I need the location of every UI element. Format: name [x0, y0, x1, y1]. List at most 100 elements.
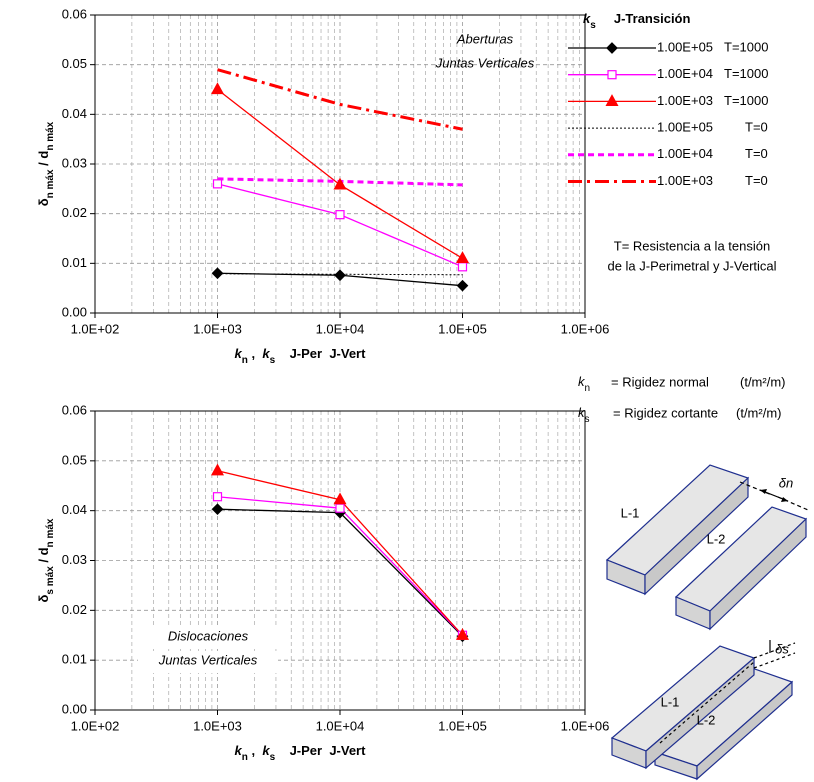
text-part: k: [578, 374, 586, 389]
marker: [210, 463, 225, 476]
marker: [455, 251, 470, 263]
series-line: [217, 68, 463, 131]
text-part: k: [583, 11, 591, 26]
marker: [456, 279, 469, 292]
text-part: / d: [36, 547, 51, 566]
y-axis-label: δs máx / dn máx: [36, 518, 56, 602]
x-tick-label: 1.0E+02: [71, 321, 120, 336]
text-part: J-Per J-Vert: [275, 743, 366, 758]
legend-label: 1.00E+05: [657, 120, 713, 135]
x-tick-label: 1.0E+03: [193, 718, 242, 733]
marker: [211, 503, 224, 516]
legend-label: 1.00E+03: [657, 173, 713, 188]
text-part: ,: [248, 743, 262, 758]
marker: [212, 179, 223, 189]
annotation: Dislocaciones: [168, 628, 249, 643]
y-tick-label: 0.05: [62, 452, 87, 467]
text-part: δ: [36, 198, 51, 206]
legend-t-label: T=0: [745, 120, 768, 135]
text-part: n: [242, 355, 248, 366]
text-part: n: [242, 752, 248, 763]
x-tick-label: 1.0E+06: [561, 718, 610, 733]
text-part: s: [270, 355, 276, 366]
y-axis-label: δn máx / dn máx: [36, 121, 56, 206]
legend-marker: [605, 94, 619, 107]
legend-marker: [606, 42, 618, 54]
text-part: J-Transición: [596, 11, 691, 26]
diagram-opening: [605, 464, 809, 631]
annotation: Juntas Verticales: [435, 55, 535, 70]
legend-t-label: T=1000: [724, 66, 768, 81]
x-tick-label: 1.0E+05: [438, 321, 487, 336]
marker: [333, 177, 347, 190]
marker: [334, 269, 346, 282]
text-part: n máx: [45, 169, 56, 198]
marker: [333, 492, 347, 505]
marker: [210, 82, 225, 95]
definition-symbol: kn: [578, 374, 590, 394]
displacement-label: δs: [775, 641, 789, 656]
marker: [212, 492, 223, 502]
diagram-dislocation: [610, 640, 796, 781]
text-part: J-Per J-Vert: [275, 346, 366, 361]
note: T= Resistencia a la tensión: [614, 238, 770, 253]
y-tick-label: 0.00: [62, 304, 87, 319]
annotation: Aberturas: [456, 31, 514, 46]
block-label: L-1: [661, 694, 680, 709]
x-tick-label: 1.0E+04: [316, 718, 365, 733]
displacement-label: δn: [779, 475, 793, 490]
x-tick-label: 1.0E+02: [71, 718, 120, 733]
y-tick-label: 0.03: [62, 552, 87, 567]
text-part: s máx: [45, 566, 56, 595]
x-axis-label: kn , ks J-Per J-Vert: [235, 346, 367, 366]
definition-unit: (t/m²/m): [736, 405, 781, 420]
block-label: L-2: [697, 712, 716, 727]
text-part: / d: [36, 151, 51, 170]
text-part: n máx: [45, 121, 56, 150]
legend-t-label: T=1000: [724, 39, 768, 54]
text-part: s: [585, 414, 590, 425]
text-part: k: [262, 346, 270, 361]
legend-title: ks J-Transición: [583, 11, 690, 31]
block-label: L-1: [621, 505, 640, 520]
legend-t-label: T=1000: [724, 93, 768, 108]
legend-label: 1.00E+05: [657, 39, 713, 54]
block-label: L-2: [707, 531, 726, 546]
text-part: s: [270, 752, 276, 763]
y-tick-label: 0.01: [62, 652, 87, 667]
legend-label: 1.00E+04: [657, 66, 713, 81]
legend-marker: [607, 70, 617, 80]
y-tick-label: 0.02: [62, 205, 87, 220]
y-tick-label: 0.01: [62, 255, 87, 270]
text-part: k: [235, 743, 243, 758]
x-tick-label: 1.0E+05: [438, 718, 487, 733]
text-part: ,: [248, 346, 262, 361]
definition-text: = Rigidez normal: [611, 374, 709, 389]
definition-unit: (t/m²/m): [740, 374, 785, 389]
definition-symbol: ks: [578, 405, 590, 425]
text-part: k: [235, 346, 243, 361]
y-tick-label: 0.03: [62, 155, 87, 170]
legend-t-label: T=0: [745, 173, 768, 188]
definition-text: = Rigidez cortante: [613, 405, 718, 420]
legend-label: 1.00E+04: [657, 146, 713, 161]
x-tick-label: 1.0E+03: [193, 321, 242, 336]
note: de la J-Perimetral y J-Vertical: [607, 258, 776, 273]
marker: [335, 210, 345, 220]
y-tick-label: 0.05: [62, 56, 87, 71]
text-part: k: [578, 405, 586, 420]
legend-label: 1.00E+03: [657, 93, 713, 108]
text-part: s: [590, 20, 596, 31]
text-part: n máx: [45, 518, 56, 547]
x-tick-label: 1.0E+06: [561, 321, 610, 336]
text-part: k: [262, 743, 270, 758]
marker: [335, 503, 345, 513]
y-tick-label: 0.06: [62, 402, 87, 417]
annotation-bg: [138, 651, 278, 673]
text-part: δ: [36, 594, 51, 602]
plot-border: [94, 14, 586, 314]
y-tick-label: 0.04: [62, 502, 87, 517]
legend-t-label: T=0: [745, 146, 768, 161]
marker: [211, 267, 224, 280]
